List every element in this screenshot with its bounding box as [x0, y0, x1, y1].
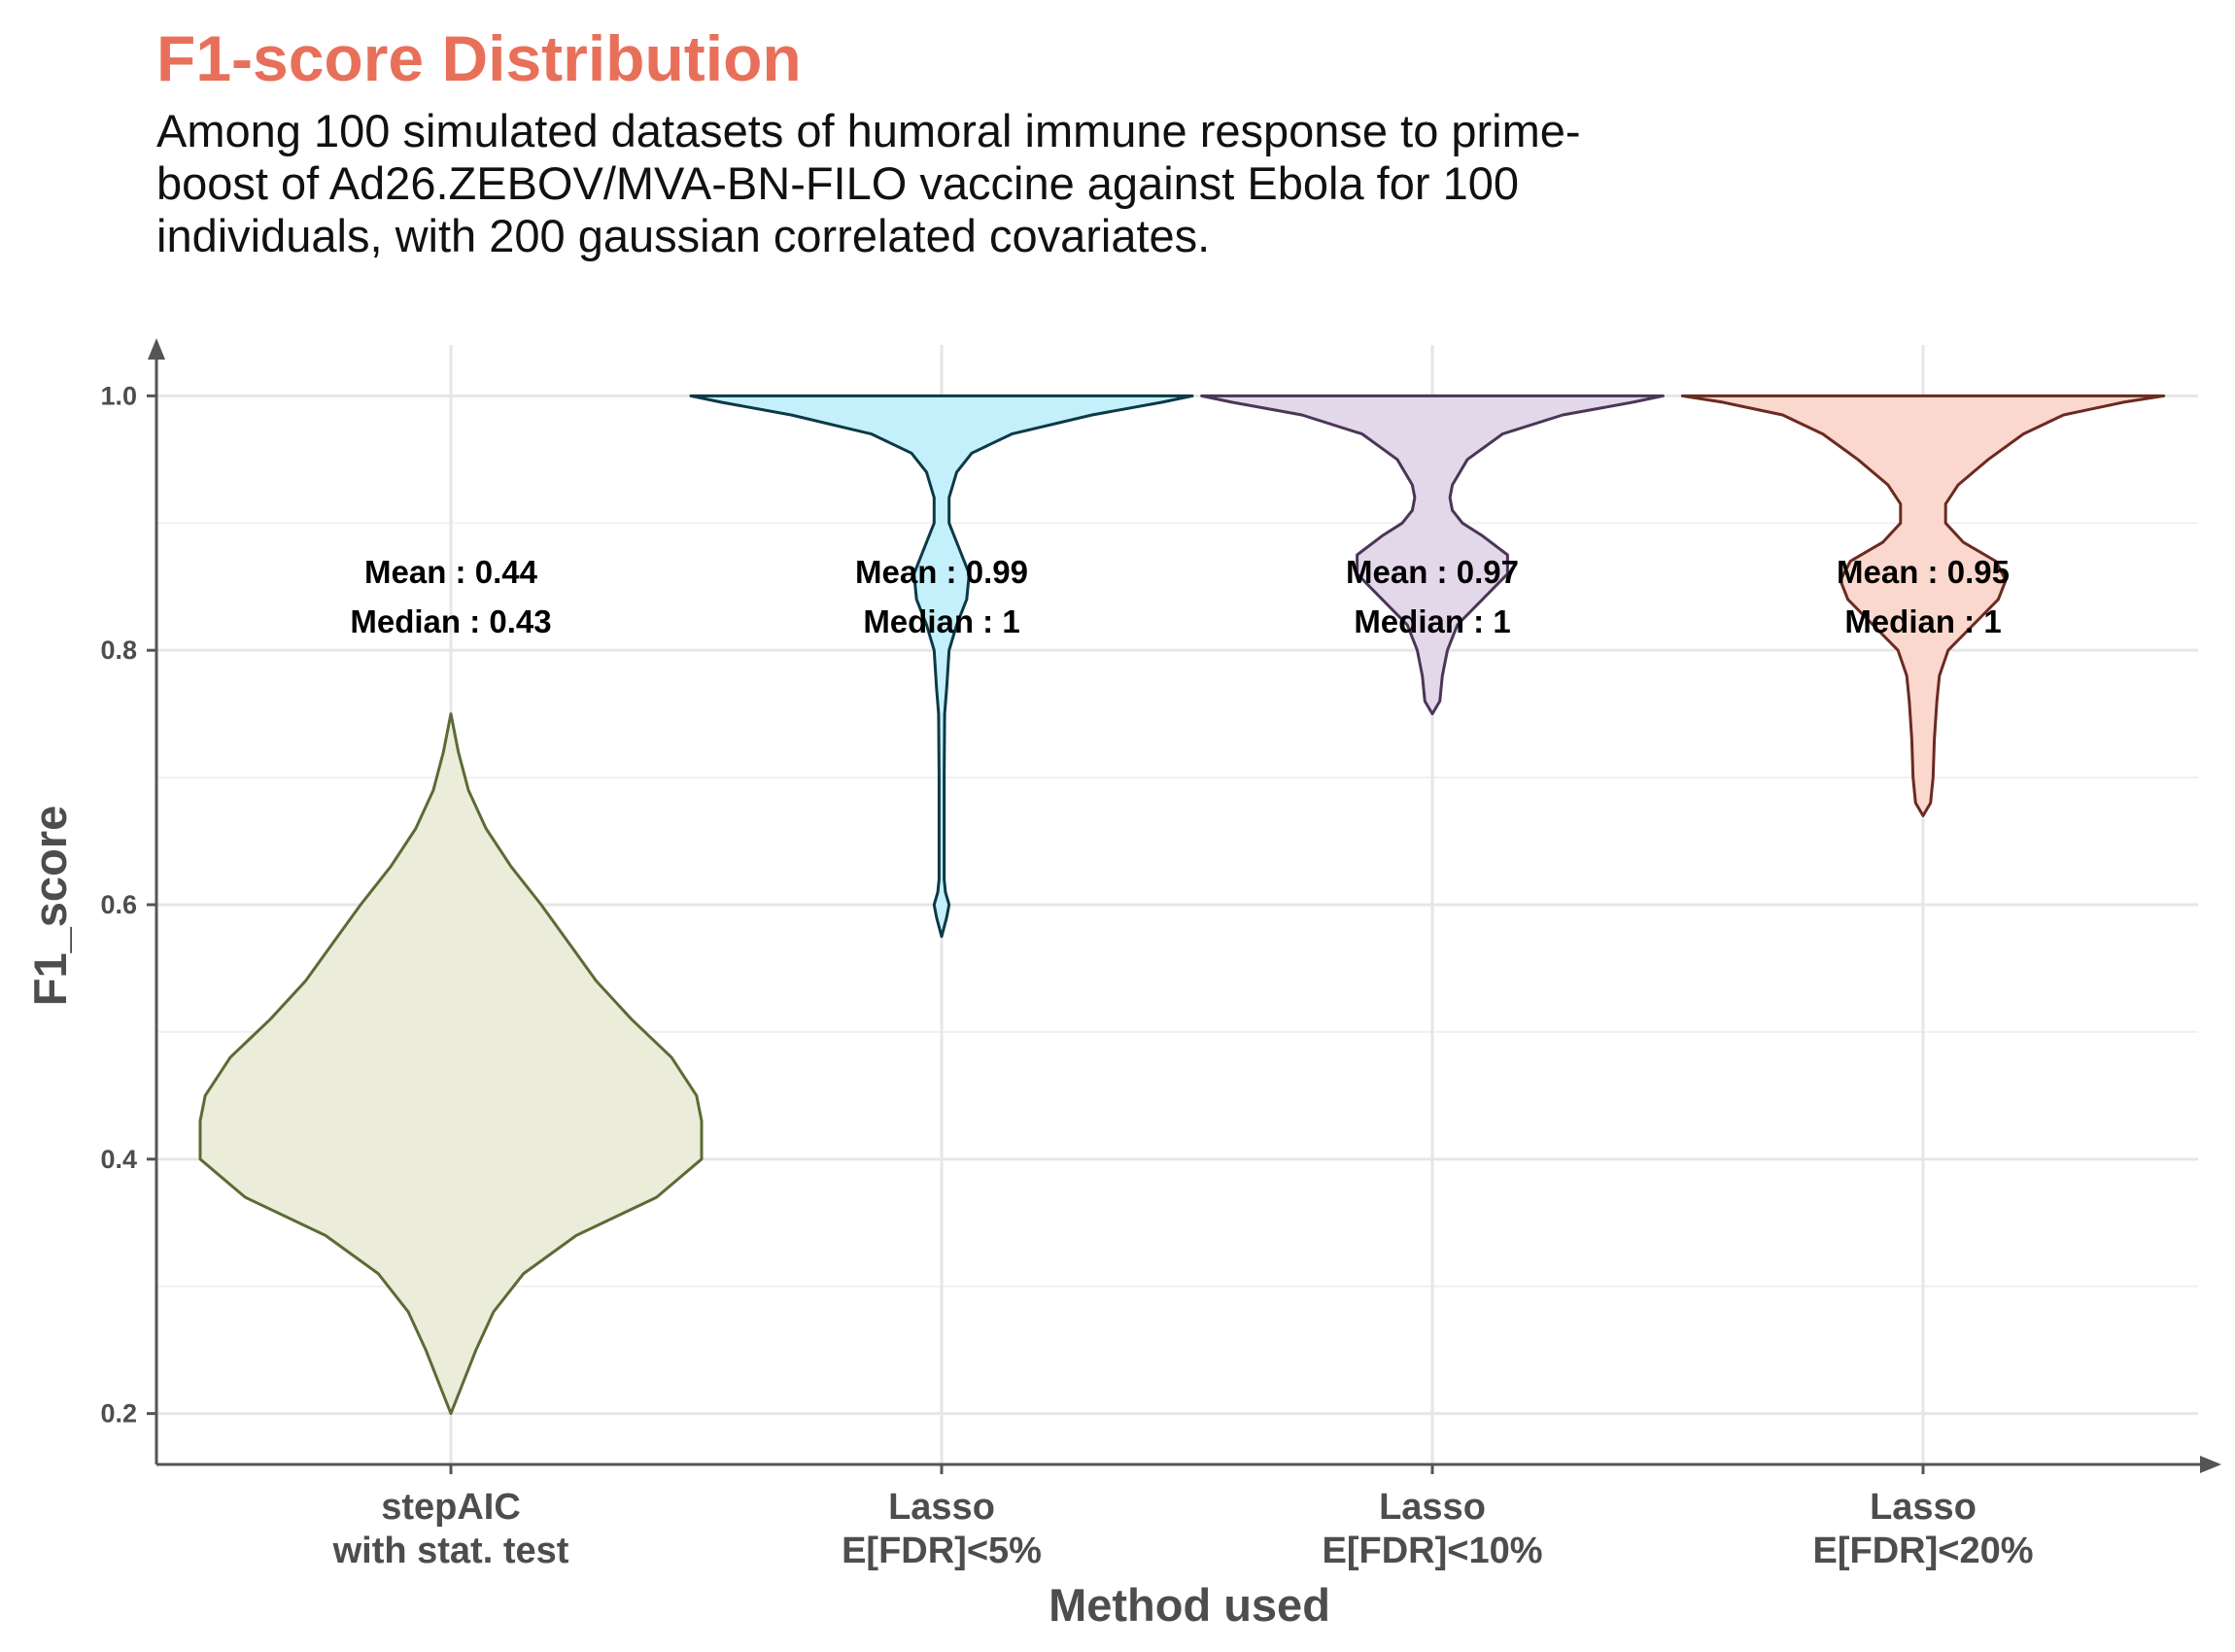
median-label-2: Median : 1: [863, 603, 1019, 639]
x-tick-label: Lasso: [1870, 1487, 1977, 1528]
median-label-4: Median : 1: [1844, 603, 2001, 639]
y-tick-label: 1.0: [100, 381, 137, 410]
chart-subtitle: Among 100 simulated datasets of humoral …: [156, 105, 1581, 261]
median-label-1: Median : 0.43: [350, 603, 551, 639]
mean-label-2: Mean : 0.99: [855, 554, 1028, 590]
annotations: Mean : 0.44 Median : 0.43 Mean : 0.99 Media…: [350, 554, 2010, 639]
violin-4: [1680, 394, 2166, 817]
y-axis-title: F1_score: [24, 806, 76, 1006]
mean-label-3: Mean : 0.97: [1346, 554, 1519, 590]
x-tick-label: Lasso: [888, 1487, 995, 1528]
violin-1: [198, 712, 704, 1416]
y-tick-label: 0.2: [100, 1399, 137, 1428]
x-tick-label: stepAIC: [381, 1487, 521, 1528]
violins: [198, 394, 2166, 1416]
violin-3: [1200, 394, 1665, 716]
y-axis-arrow: [148, 338, 165, 360]
x-tick-label: Lasso: [1379, 1487, 1486, 1528]
y-tick-label: 0.8: [100, 636, 137, 665]
y-tick-label: 0.4: [100, 1145, 137, 1174]
violin-2: [689, 394, 1194, 939]
x-tick-label: with stat. test: [332, 1531, 569, 1571]
chart-title: F1-score Distribution: [156, 22, 802, 94]
x-tick-label: E[FDR]<10%: [1323, 1531, 1543, 1571]
x-tick-label: E[FDR]<5%: [842, 1531, 1042, 1571]
x-axis-title: Method used: [1049, 1579, 1330, 1631]
mean-label-1: Mean : 0.44: [364, 554, 538, 590]
median-label-3: Median : 1: [1354, 603, 1510, 639]
mean-label-4: Mean : 0.95: [1837, 554, 2010, 590]
x-axis-arrow: [2200, 1456, 2221, 1473]
y-tick-label: 0.6: [100, 890, 137, 919]
x-tick-label: E[FDR]<20%: [1813, 1531, 2034, 1571]
